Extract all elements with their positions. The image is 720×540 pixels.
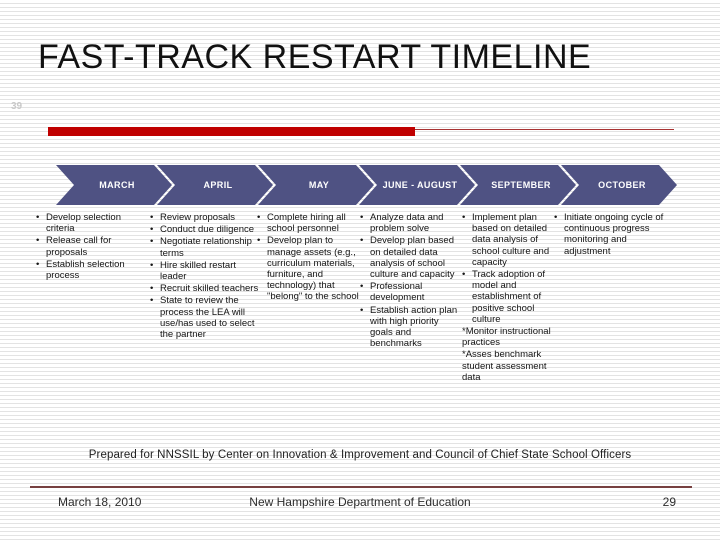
chevron-april: APRIL [157,165,273,205]
timeline-chevron-band: MARCH APRIL MAY JUNE - AUGUST SEPTEMBER OCTOB… [0,165,720,205]
footer-date: March 18, 2010 [58,495,142,509]
timeline-task: Implement plan based on detailed data an… [462,212,559,268]
phase-column-april: Review proposalsConduct due diligenceNeg… [150,212,262,341]
chevron-month-label: OCTOBER [598,179,646,190]
chevron-month-label: MARCH [99,179,135,190]
phase-column-march: Develop selection criteriaRelease call f… [36,212,150,282]
footer-organization: New Hampshire Department of Education [249,495,471,509]
timeline-task: Initiate ongoing cycle of continuous pro… [554,212,664,257]
timeline-task: Release call for proposals [36,235,150,257]
timeline-task: Hire skilled restart leader [150,260,262,282]
phase-column-october: Initiate ongoing cycle of continuous pro… [554,212,664,258]
timeline-task: *Asses benchmark student assessment data [462,349,547,383]
slide-title: FAST-TRACK RESTART TIMELINE [38,38,592,76]
chevron-month-label: MAY [308,179,330,190]
timeline-task: Negotiate relationship terms [150,236,262,258]
timeline-task: Track adoption of model and establishmen… [462,269,559,325]
chevron-october: OCTOBER [561,165,677,205]
title-accent-bar [48,127,415,136]
chevron-month-label: APRIL [203,179,233,190]
timeline-task: Establish selection process [36,259,150,281]
chevron-month-label: JUNE - AUGUST [382,179,458,190]
phase-column-may: Complete hiring all school personnelDeve… [257,212,365,304]
timeline-task: Review proposals [150,212,262,223]
phase-column-june-august: Analyze data and problem solveDevelop pl… [360,212,463,350]
timeline-task: Complete hiring all school personnel [257,212,365,234]
timeline-task: Develop plan based on detailed data anal… [360,235,463,280]
attribution-line: Prepared for NNSSIL by Center on Innovat… [88,449,632,461]
chevron-march: MARCH [56,165,172,205]
timeline-task: Conduct due diligence [150,224,262,235]
timeline-task: Develop selection criteria [36,212,150,234]
timeline-task: Develop plan to manage assets (e.g., cur… [257,235,365,302]
chevron-may: MAY [258,165,374,205]
artifact-slide-number: 39 [11,101,23,112]
timeline-task: State to review the process the LEA will… [150,295,262,340]
footer-divider [30,486,692,488]
timeline-task: Recruit skilled teachers [150,283,262,294]
timeline-task: *Monitor instructional practices [462,326,551,349]
chevron-month-label: SEPTEMBER [491,179,551,190]
chevron-september: SEPTEMBER [460,165,576,205]
phase-column-september: Implement plan based on detailed data an… [462,212,559,384]
timeline-task: Establish action plan with high priority… [360,305,463,350]
timeline-task: Analyze data and problem solve [360,212,463,234]
footer-page-number: 29 [662,495,676,509]
title-accent-line [415,129,674,130]
timeline-task: Professional development [360,281,463,303]
chevron-june-august: JUNE - AUGUST [359,165,475,205]
